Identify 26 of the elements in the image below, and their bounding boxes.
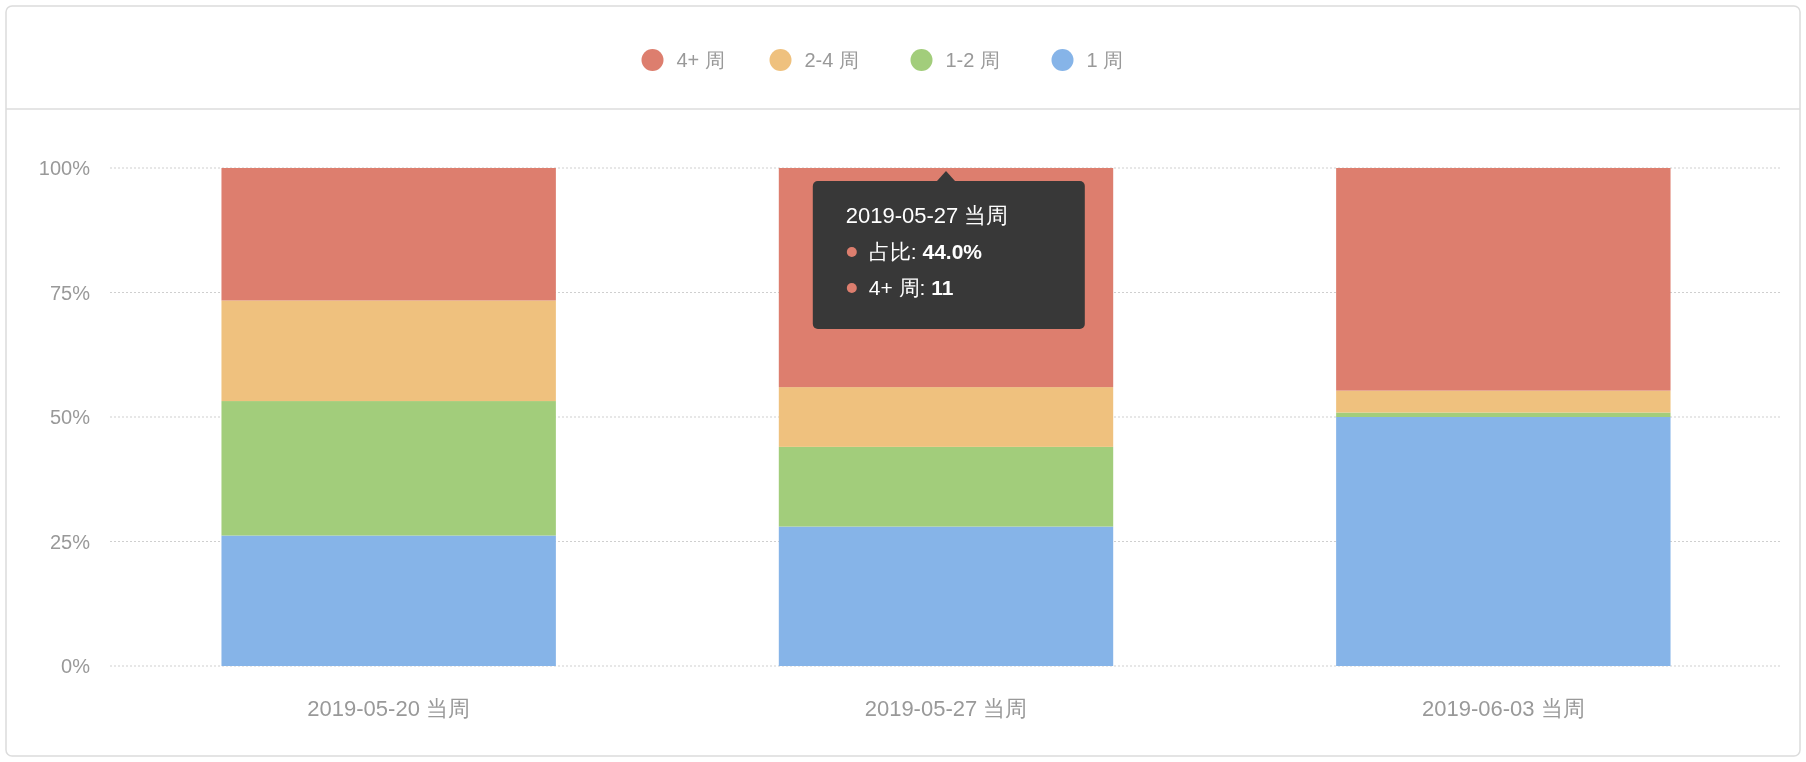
bar — [1336, 168, 1671, 391]
bar — [221, 300, 556, 402]
y-tick-label: 50% — [49, 406, 91, 428]
y-tick-label: 0% — [61, 655, 91, 677]
legend-label: 4+ 周 — [676, 49, 725, 71]
annotation: 4+ 周: 11 — [868, 276, 954, 299]
x-tick-label: 2019-06-03 当周 — [1422, 696, 1585, 721]
bar — [221, 168, 556, 301]
y-tick-label: 75% — [49, 281, 91, 304]
bar — [778, 526, 1114, 666]
x-tick-label: 2019-05-27 当周 — [864, 696, 1028, 721]
legend-label: 1-2 周 — [945, 49, 1000, 71]
bar — [1336, 417, 1671, 666]
bar — [221, 535, 556, 666]
y-tick-label: 25% — [49, 530, 91, 553]
bar — [778, 446, 1114, 527]
bar — [1336, 390, 1671, 413]
legend-label: 2-4 周 — [804, 49, 859, 71]
legend-label: 1 周 — [1086, 49, 1124, 71]
y-tick-label: 100% — [38, 157, 91, 179]
annotation: 2019-05-27 当周 — [845, 203, 1009, 228]
tooltip: 2019-05-27 当周 占比: 44.0% 4+ 周: 11 — [812, 171, 1085, 329]
bar — [778, 387, 1114, 447]
annotation: 占比: 44.0% — [868, 240, 983, 263]
x-tick-label: 2019-05-20 当周 — [307, 696, 470, 721]
bar — [221, 401, 556, 536]
